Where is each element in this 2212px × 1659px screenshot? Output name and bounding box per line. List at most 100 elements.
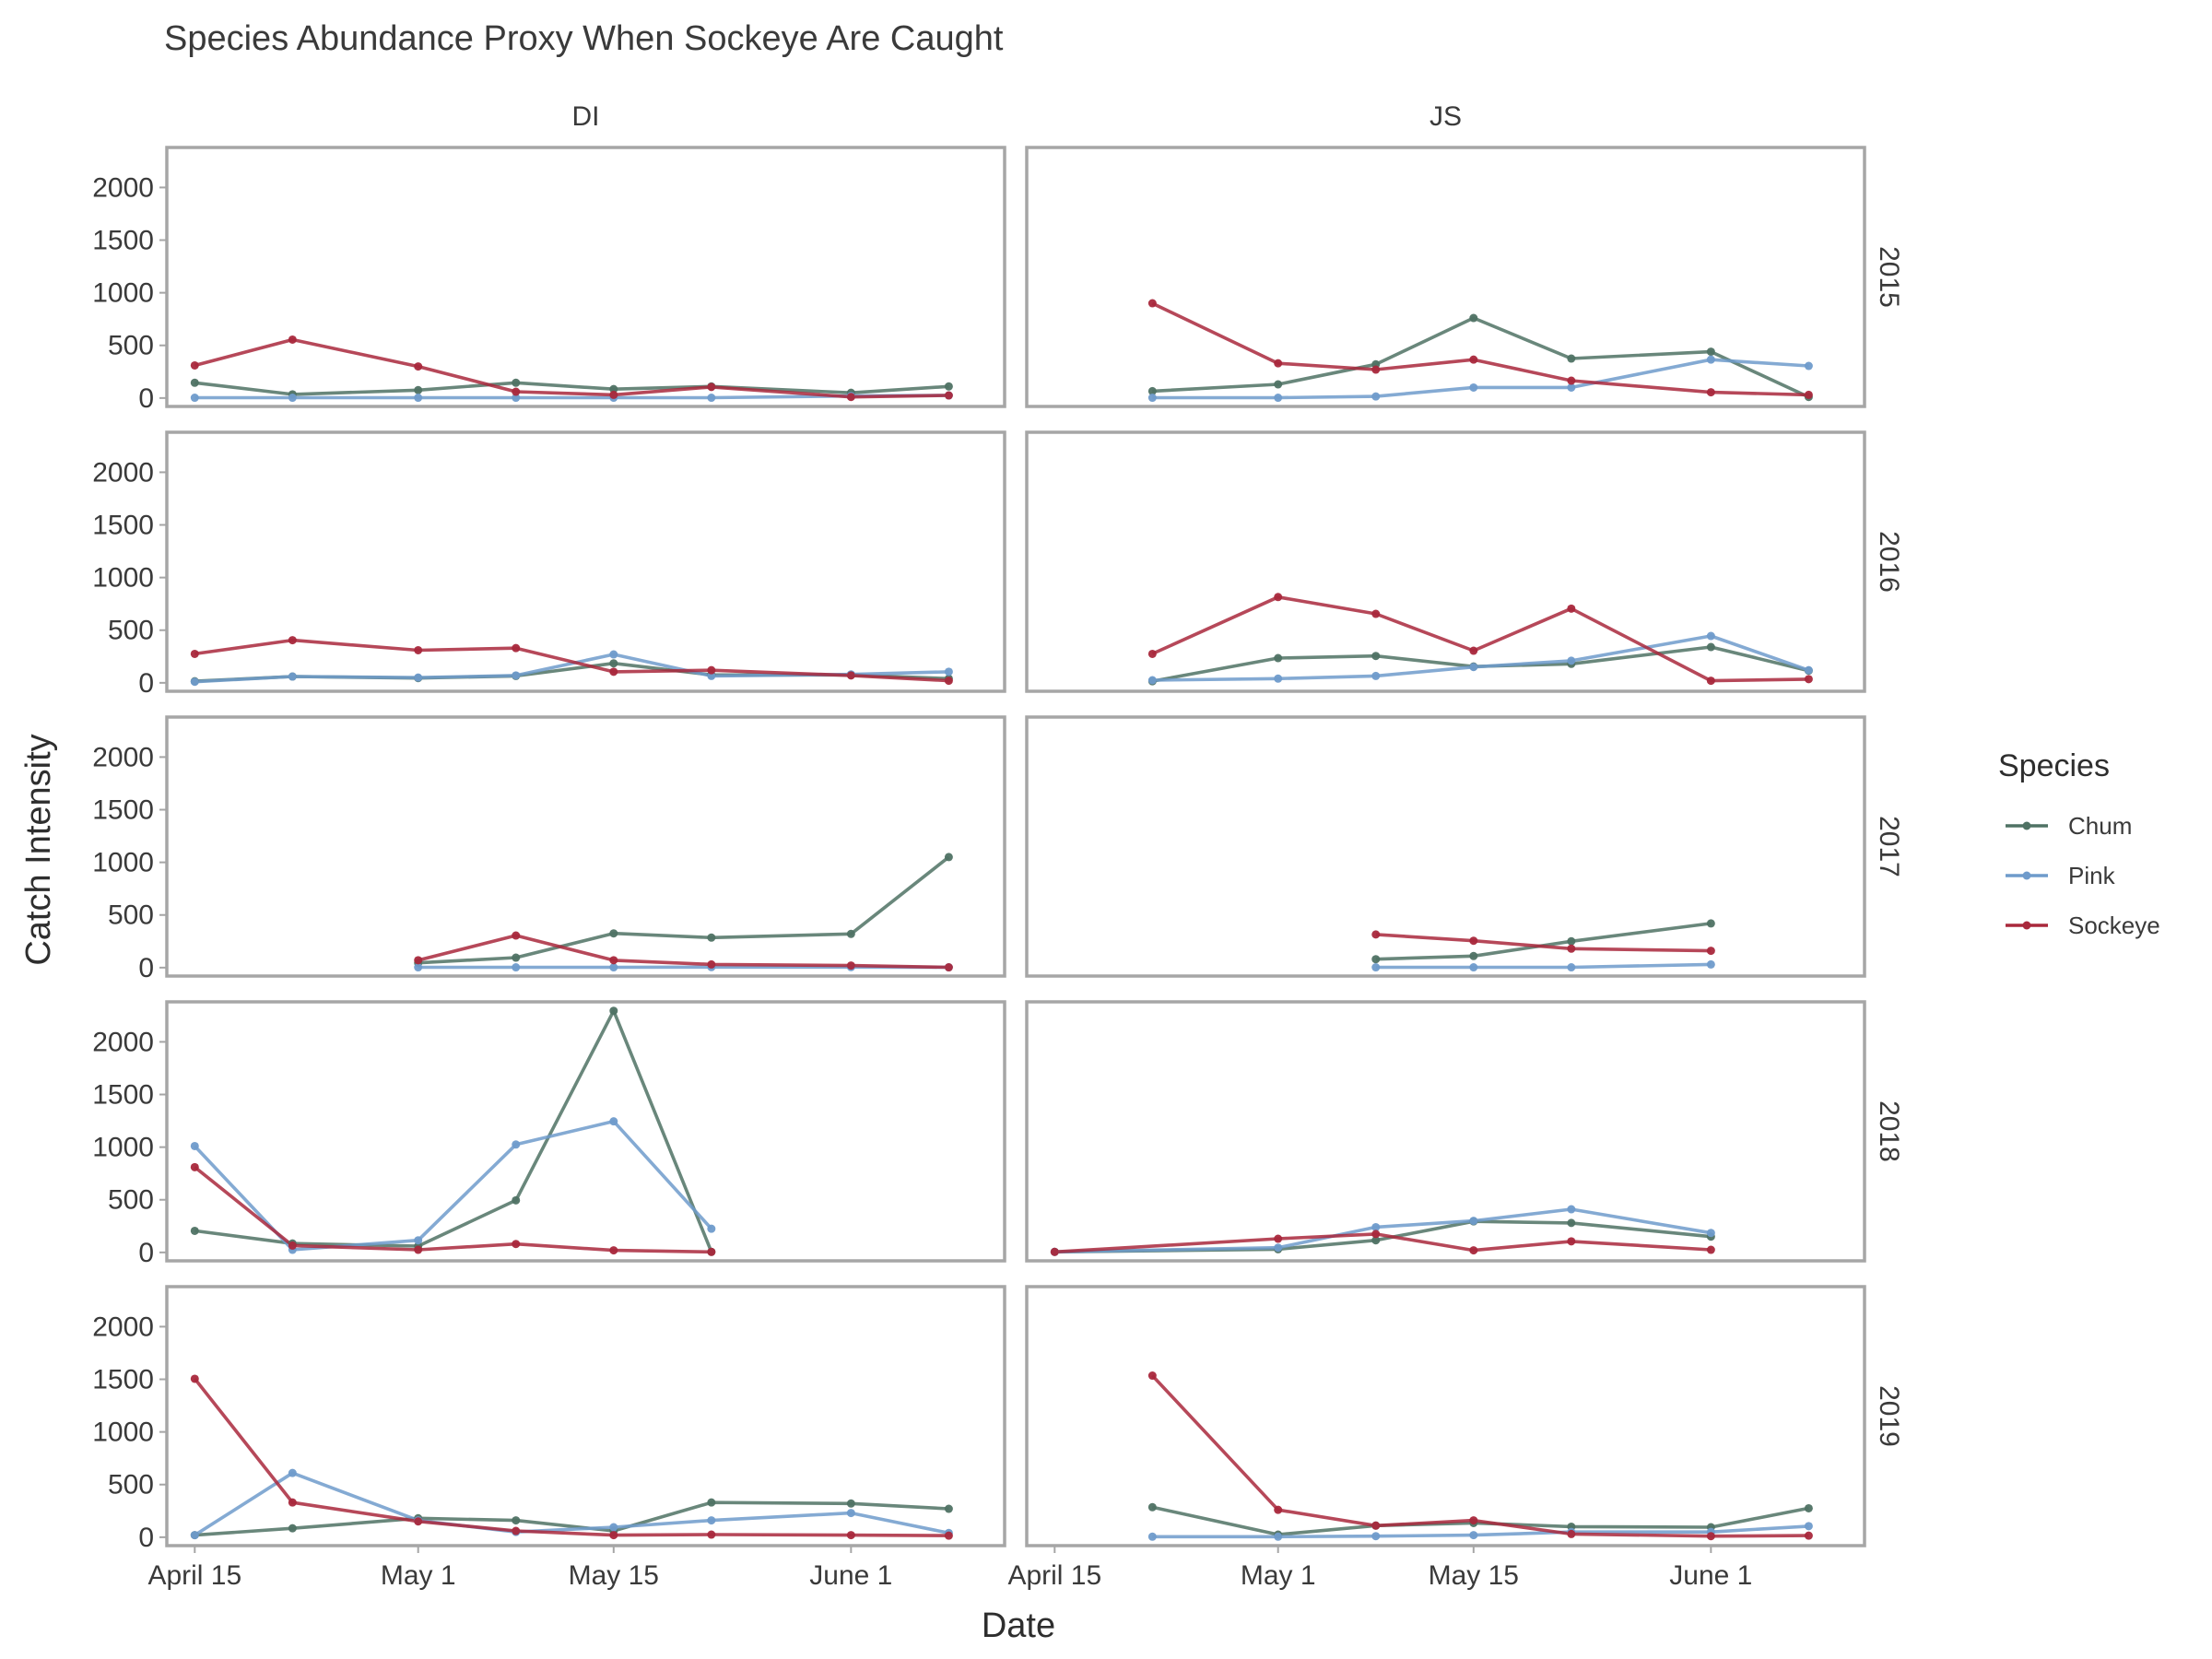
data-point-chum bbox=[512, 1195, 521, 1205]
data-point-sockeye bbox=[414, 362, 423, 371]
panel-border bbox=[165, 430, 1006, 693]
y-tick-label: 0 bbox=[138, 1523, 154, 1553]
data-point-sockeye bbox=[1469, 355, 1478, 364]
x-tick-label: May 15 bbox=[569, 1560, 659, 1591]
series-line-pink bbox=[1054, 1207, 1712, 1254]
data-point-sockeye bbox=[846, 671, 855, 680]
x-tick-label: May 1 bbox=[1241, 1560, 1316, 1591]
data-point-sockeye bbox=[414, 956, 423, 965]
data-point-pink bbox=[1804, 665, 1813, 675]
data-point-chum bbox=[1371, 1236, 1381, 1245]
data-point-pink bbox=[1469, 663, 1478, 672]
data-point-sockeye bbox=[288, 1241, 297, 1250]
data-point-sockeye bbox=[944, 1531, 953, 1540]
legend-title: Species bbox=[1998, 748, 2110, 783]
data-point-chum bbox=[944, 1504, 953, 1513]
panel-js-2016 bbox=[1025, 430, 1866, 693]
panel-border bbox=[1025, 1285, 1866, 1547]
panel-js-2019: April 15 May 1 May 15 June 1 bbox=[1007, 1285, 1866, 1591]
data-point-pink bbox=[707, 1224, 716, 1233]
data-point-pink bbox=[1567, 963, 1576, 972]
panel-border bbox=[1025, 430, 1866, 693]
data-point-sockeye bbox=[707, 1530, 716, 1539]
data-point-sockeye bbox=[1706, 1532, 1715, 1541]
data-point-chum bbox=[609, 659, 618, 668]
y-tick-label: 2000 bbox=[92, 172, 154, 203]
y-tick-label: 1000 bbox=[92, 1418, 154, 1448]
data-point-chum bbox=[1804, 1503, 1813, 1512]
data-point-pink bbox=[1469, 963, 1478, 972]
y-tick-label: 500 bbox=[108, 616, 154, 646]
data-point-chum bbox=[707, 1498, 716, 1507]
data-point-sockeye bbox=[288, 335, 297, 344]
data-point-sockeye bbox=[1567, 604, 1576, 613]
data-point-chum bbox=[1147, 386, 1157, 395]
data-point-chum bbox=[512, 953, 521, 962]
row-strip-2018: 2018 bbox=[1874, 1100, 1904, 1162]
x-tick-label: June 1 bbox=[1669, 1560, 1752, 1591]
series-line-sockeye bbox=[418, 934, 949, 970]
data-point-sockeye bbox=[190, 1374, 199, 1383]
y-tick-label: 1500 bbox=[92, 795, 154, 826]
data-point-chum bbox=[512, 378, 521, 387]
data-point-pink bbox=[1274, 674, 1283, 683]
data-point-sockeye bbox=[846, 1531, 855, 1540]
data-point-sockeye bbox=[707, 382, 716, 392]
data-point-sockeye bbox=[1274, 1505, 1283, 1514]
data-point-pink bbox=[944, 667, 953, 677]
panel-di-2016: 0 500 1000 1500 2000 bbox=[92, 430, 1006, 699]
data-point-sockeye bbox=[1706, 1245, 1715, 1254]
data-point-chum bbox=[1706, 919, 1715, 928]
panel-border bbox=[1025, 1000, 1866, 1263]
data-point-sockeye bbox=[1804, 390, 1813, 399]
row-strip-2016: 2016 bbox=[1874, 531, 1904, 593]
data-point-sockeye bbox=[707, 959, 716, 969]
data-point-pink bbox=[1147, 394, 1157, 403]
y-tick-label: 1500 bbox=[92, 1365, 154, 1395]
data-point-chum bbox=[1274, 653, 1283, 663]
data-point-pink bbox=[1274, 394, 1283, 403]
y-tick-label: 0 bbox=[138, 1238, 154, 1268]
data-point-sockeye bbox=[1147, 649, 1157, 658]
data-point-pink bbox=[414, 963, 423, 972]
data-point-sockeye bbox=[1706, 677, 1715, 686]
data-point-chum bbox=[944, 853, 953, 862]
data-point-sockeye bbox=[1469, 646, 1478, 655]
legend-item-chum: Chum bbox=[2006, 812, 2132, 840]
series-line-chum bbox=[418, 855, 950, 965]
data-point-pink bbox=[1274, 1243, 1283, 1253]
x-tick-label: May 1 bbox=[381, 1560, 456, 1591]
panel-js-2018 bbox=[1025, 1000, 1866, 1263]
series-line-sockeye bbox=[194, 1165, 712, 1254]
y-tick-label: 1000 bbox=[92, 563, 154, 594]
data-point-sockeye bbox=[512, 1240, 521, 1249]
data-point-sockeye bbox=[1274, 1234, 1283, 1243]
row-strip-2017: 2017 bbox=[1874, 816, 1904, 877]
series-line-chum bbox=[194, 381, 949, 396]
data-point-sockeye bbox=[1274, 593, 1283, 602]
data-point-pink bbox=[1371, 1222, 1381, 1231]
data-point-sockeye bbox=[288, 1498, 297, 1507]
y-tick-label: 1000 bbox=[92, 278, 154, 309]
data-point-chum bbox=[1371, 652, 1381, 661]
x-axis-title: Date bbox=[982, 1606, 1055, 1645]
legend-item-pink: Pink bbox=[2006, 862, 2116, 889]
data-point-pink bbox=[1567, 656, 1576, 665]
data-point-pink bbox=[846, 1509, 855, 1518]
legend-swatch-point bbox=[2022, 821, 2031, 830]
data-point-chum bbox=[1469, 313, 1478, 323]
data-point-chum bbox=[190, 378, 199, 387]
series-line-pink bbox=[1375, 962, 1712, 970]
data-point-pink bbox=[190, 677, 199, 687]
row-strip-2015: 2015 bbox=[1874, 246, 1904, 308]
data-point-chum bbox=[609, 1006, 618, 1016]
data-point-sockeye bbox=[288, 636, 297, 645]
series-line-chum bbox=[194, 661, 949, 683]
data-point-sockeye bbox=[609, 667, 618, 677]
data-point-sockeye bbox=[512, 387, 521, 396]
data-point-sockeye bbox=[944, 677, 953, 686]
y-tick-label: 0 bbox=[138, 383, 154, 414]
data-point-pink bbox=[1567, 1205, 1576, 1214]
data-point-pink bbox=[190, 394, 199, 403]
data-point-sockeye bbox=[190, 1162, 199, 1171]
